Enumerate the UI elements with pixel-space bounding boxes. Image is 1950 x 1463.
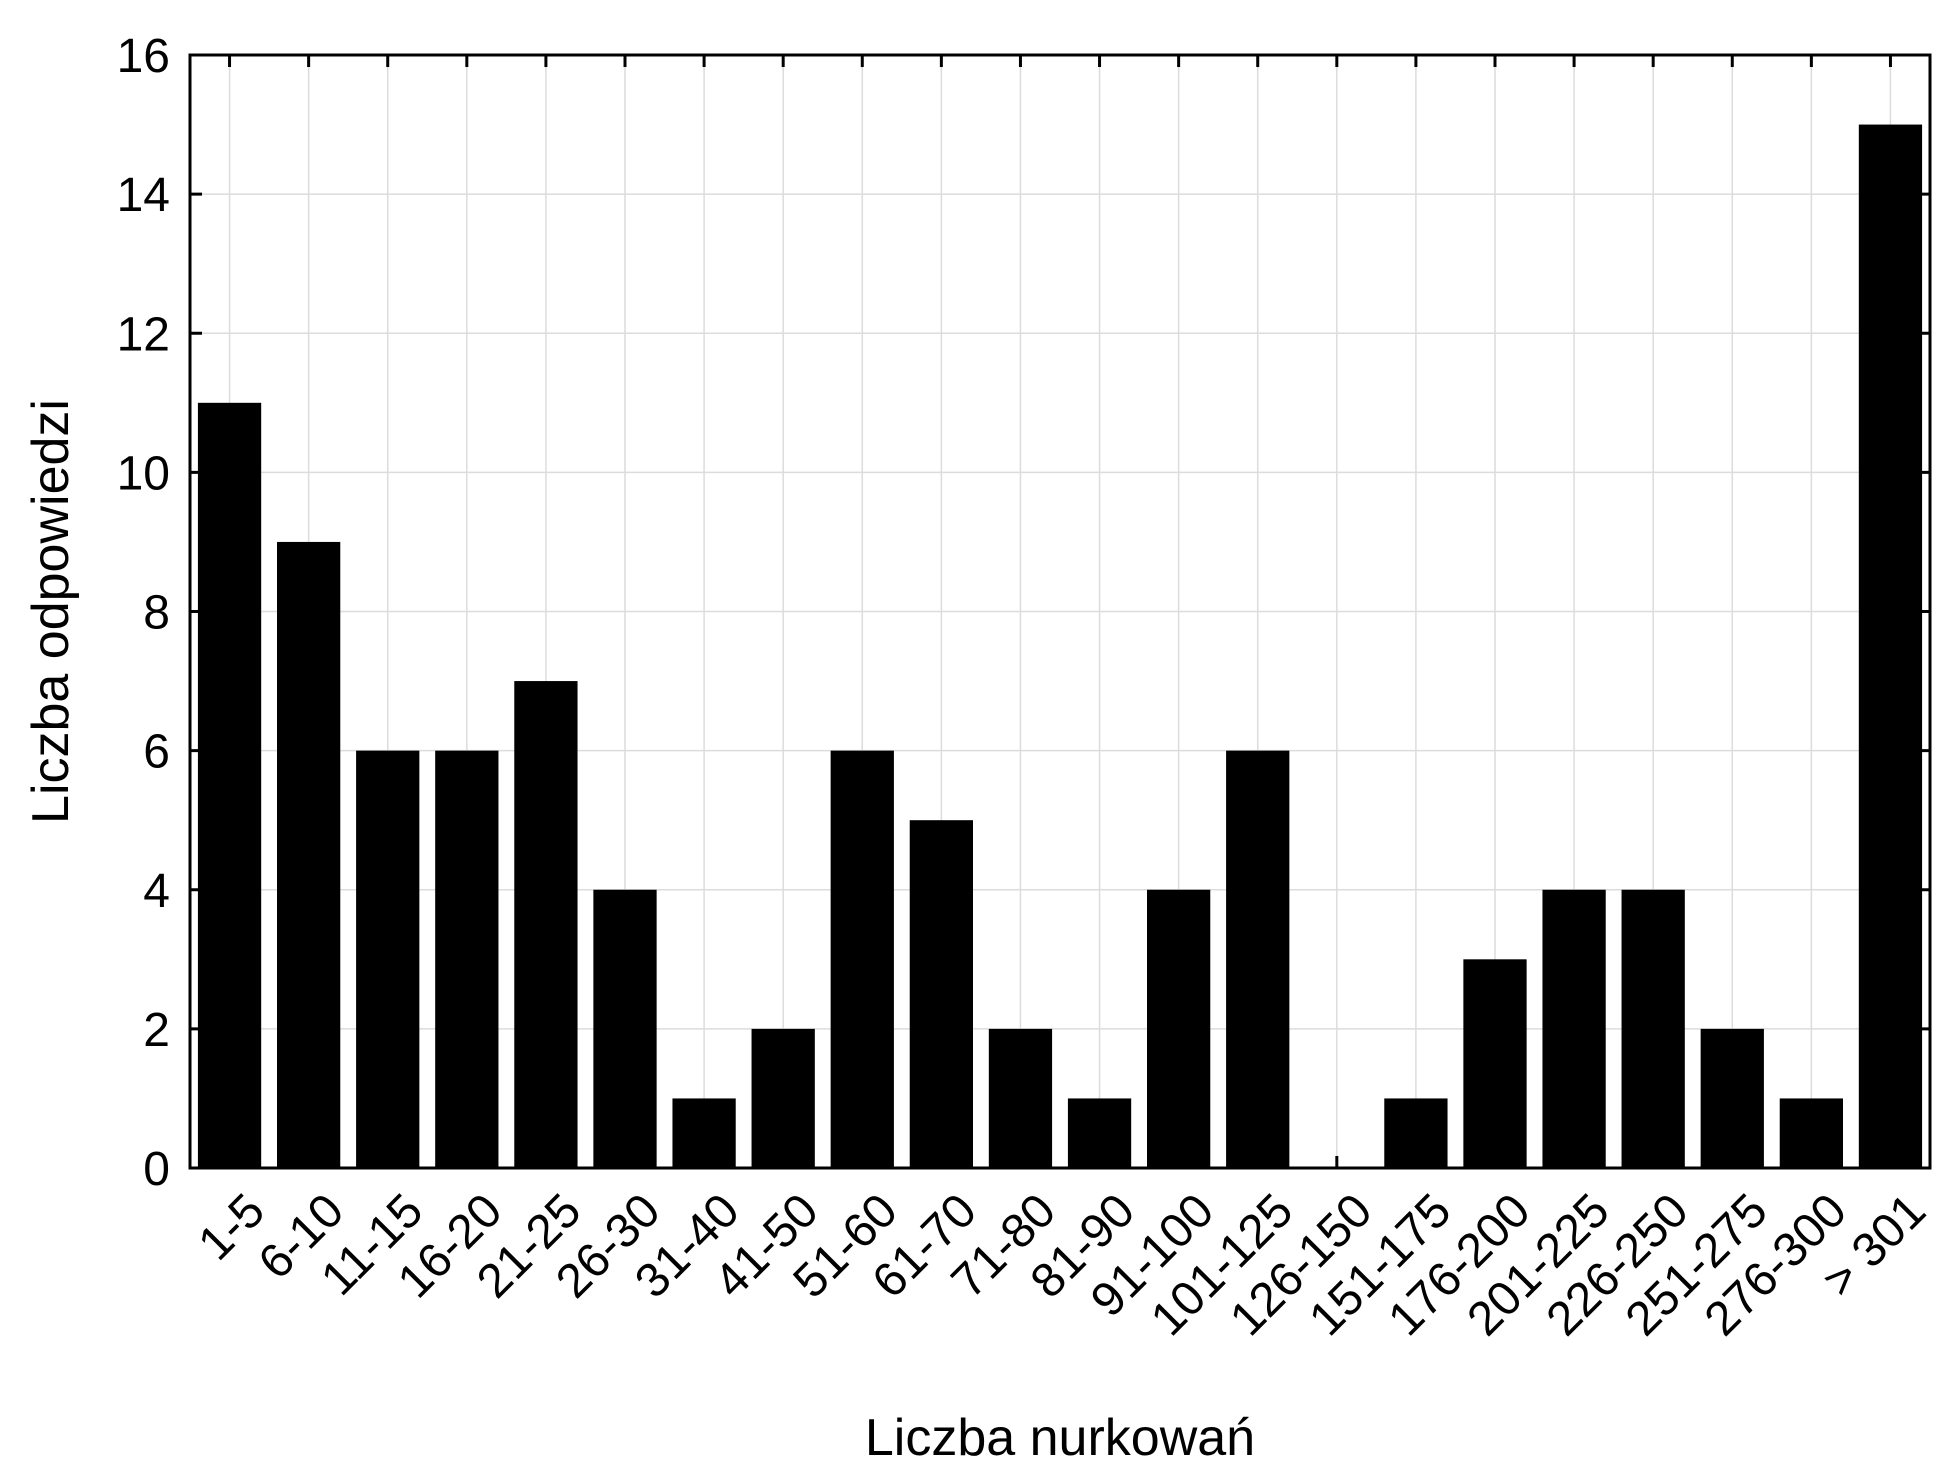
y-tick-label: 4 <box>143 865 170 918</box>
bar <box>593 889 657 1168</box>
y-tick-label: 16 <box>117 30 170 83</box>
bar <box>1700 1028 1764 1168</box>
y-axis-label: Liczba odpowiedzi <box>22 399 80 824</box>
bar <box>435 750 499 1168</box>
bar <box>751 1028 815 1168</box>
y-tick-label: 14 <box>117 169 170 222</box>
y-tick-label: 8 <box>143 587 170 640</box>
y-tick-label: 2 <box>143 1004 170 1057</box>
bar <box>514 681 578 1168</box>
x-axis-label: Liczba nurkowań <box>865 1409 1255 1463</box>
y-tick-label: 0 <box>143 1143 170 1196</box>
bar <box>988 1028 1053 1168</box>
bar <box>1542 889 1606 1168</box>
bar <box>1226 750 1290 1168</box>
bar <box>1858 124 1923 1168</box>
y-axis: 0 2 4 6 8 10 12 14 16 <box>117 30 1930 1196</box>
bars <box>197 124 1923 1168</box>
y-tick-label: 10 <box>117 447 170 500</box>
bar <box>356 750 420 1168</box>
bar <box>277 541 341 1168</box>
bar <box>197 402 262 1168</box>
bar <box>1147 889 1211 1168</box>
bar <box>1463 959 1527 1168</box>
bar <box>1621 889 1685 1168</box>
bar <box>909 820 973 1168</box>
y-tick-label: 6 <box>143 726 170 779</box>
y-tick-label: 12 <box>117 308 170 361</box>
bar <box>830 750 894 1168</box>
